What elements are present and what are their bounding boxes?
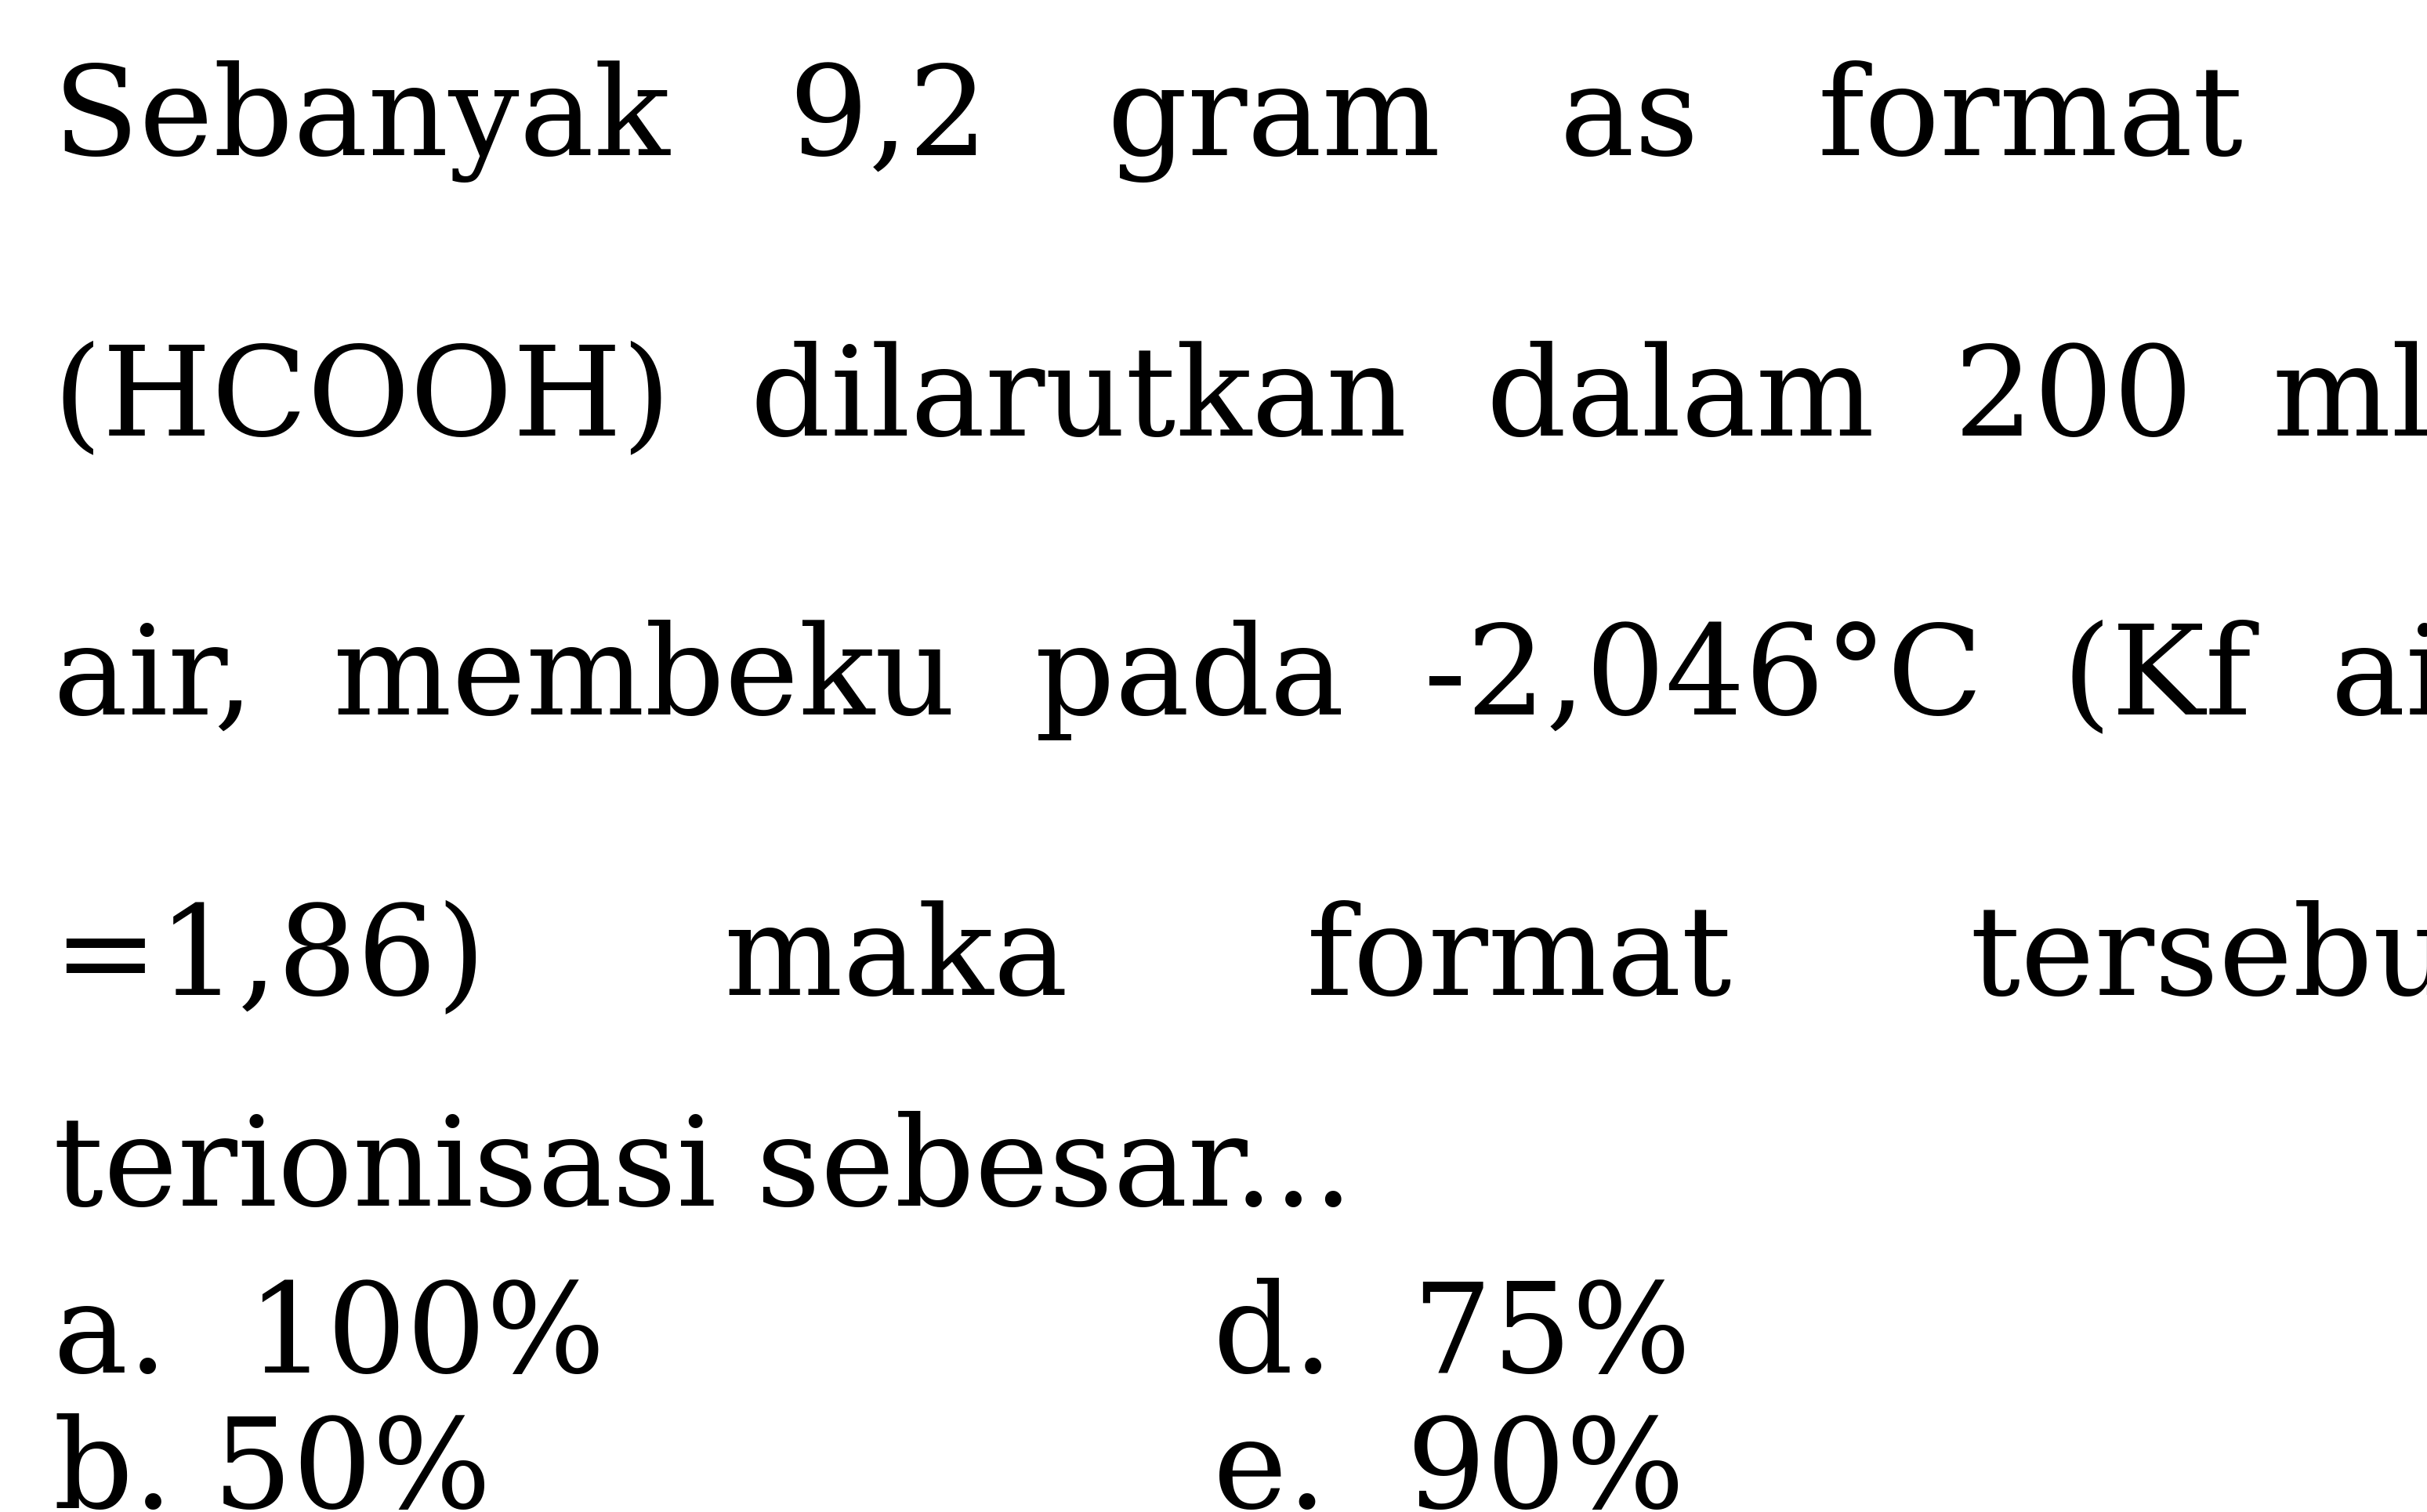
Text: e.  90%: e. 90%: [1214, 1414, 1684, 1512]
Text: b. 50%: b. 50%: [53, 1414, 490, 1512]
Text: d.  75%: d. 75%: [1214, 1278, 1692, 1399]
Text: air,  membeku  pada  -2,046°C  (Kf  air: air, membeku pada -2,046°C (Kf air: [53, 620, 2427, 741]
Text: terionisasi sebesar...: terionisasi sebesar...: [53, 1111, 1354, 1232]
Text: a.  100%: a. 100%: [53, 1278, 604, 1399]
Text: Sebanyak   9,2   gram   as   format: Sebanyak 9,2 gram as format: [53, 60, 2243, 183]
Text: =1,86)      maka      format      tersebut: =1,86) maka format tersebut: [53, 900, 2427, 1021]
Text: (HCOOH)  dilarutkan  dalam  200  ml: (HCOOH) dilarutkan dalam 200 ml: [53, 340, 2427, 461]
